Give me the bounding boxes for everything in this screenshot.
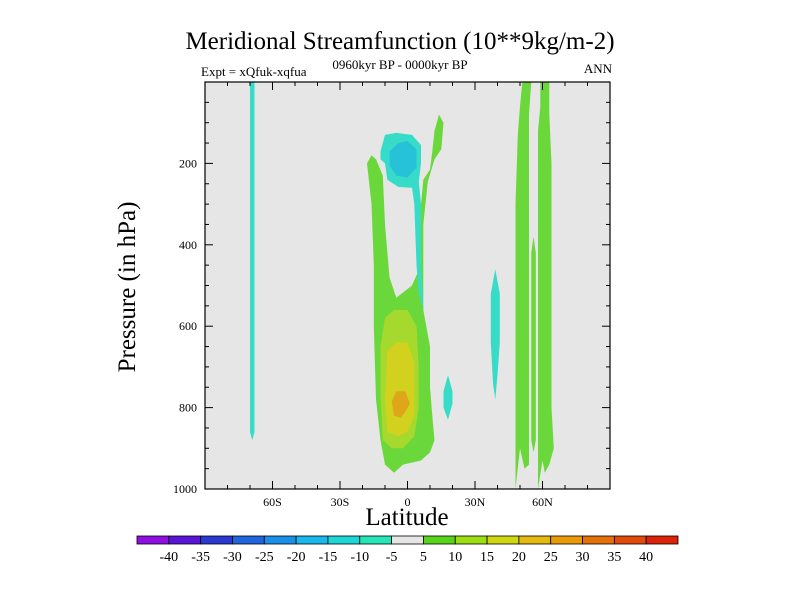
colorbar-swatch [327, 535, 361, 545]
colorbar-label: 5 [420, 550, 427, 565]
colorbar-swatch [518, 535, 552, 545]
colorbar-swatch [454, 535, 488, 545]
colorbar-label: 40 [639, 550, 653, 565]
contour-region-1: 5 to 10 [515, 82, 532, 489]
colorbar: -40 -35 -30 -25 -20 -15 -10 -5 5 10 15 20 25 30 35 40 [136, 535, 679, 565]
experiment-label: Expt = xQfuk-xqfua [201, 64, 307, 79]
y-tick-label: 400 [179, 238, 197, 252]
colorbar-swatch [391, 535, 424, 545]
contour-region-9: -10 to -5 [443, 375, 453, 420]
colorbar-label: -40 [159, 550, 178, 565]
colorbar-swatch [295, 535, 329, 545]
colorbar-swatch [645, 535, 679, 545]
chart-title: Meridional Streamfunction (10**9kg/m-2) [185, 28, 615, 55]
colorbar-label: 20 [512, 550, 526, 565]
contour-region-2: 5 to 10 [538, 82, 554, 489]
colorbar-swatch [136, 535, 170, 545]
y-tick-label: 1000 [173, 482, 197, 496]
contour-region-7: -10 to -5 [250, 82, 255, 441]
colorbar-swatch [550, 535, 583, 545]
axis-ticks-group: 60S 30S 0 30N 60N 200 400 600 800 1000 [173, 82, 610, 509]
contour-region-10: -10 to -5 [490, 269, 500, 400]
colorbar-swatch [423, 535, 456, 545]
colorbar-label: -25 [255, 550, 274, 565]
colorbar-label: 10 [448, 550, 462, 565]
colorbar-label: 35 [607, 550, 621, 565]
x-tick-label: 0 [405, 495, 411, 509]
colorbar-label: -20 [287, 550, 306, 565]
contour-region-6: 25 to 30 [391, 391, 410, 418]
colorbar-label: 25 [544, 550, 558, 565]
colorbar-swatch [359, 535, 392, 545]
x-axis-label: Latitude [365, 504, 449, 531]
season-label: ANN [583, 61, 612, 76]
colorbar-swatch [232, 535, 265, 545]
contour-region-5: 15 to 20 [385, 342, 415, 437]
contour-region-8: -10 to -5 [380, 132, 424, 310]
x-tick-label: 60S [263, 495, 282, 509]
colorbar-label: -5 [386, 550, 398, 565]
period-label: 0960kyr BP - 0000kyr BP [332, 57, 468, 72]
colorbar-swatch [168, 535, 202, 545]
y-tick-label: 800 [179, 401, 197, 415]
colorbar-label: 15 [480, 550, 494, 565]
colorbar-label: 30 [576, 550, 590, 565]
x-tick-label: 30S [331, 495, 350, 509]
colorbar-label: -15 [319, 550, 338, 565]
colorbar-label: -30 [223, 550, 242, 565]
contour-region-3: 5 to 10 [531, 236, 536, 453]
contour-fill-group: 5 to 105 to 105 to 105 to 1010 to 1515 t… [250, 82, 554, 489]
colorbar-swatch [582, 535, 615, 545]
colorbar-swatch [200, 535, 233, 545]
colorbar-label: -10 [350, 550, 369, 565]
contour-region-11: -15 to -10 [389, 141, 417, 178]
x-tick-label: 30N [465, 495, 486, 509]
x-tick-label: 60N [532, 495, 553, 509]
colorbar-label: -35 [191, 550, 210, 565]
y-tick-label: 200 [179, 156, 197, 170]
colorbar-swatch [486, 535, 520, 545]
y-tick-label: 600 [179, 319, 197, 333]
colorbar-swatch [613, 535, 647, 545]
colorbar-swatch [263, 535, 297, 545]
